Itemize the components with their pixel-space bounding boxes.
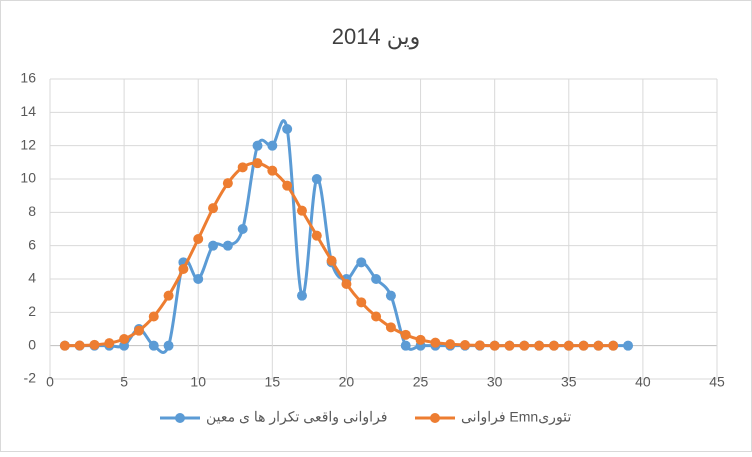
point [593, 340, 604, 351]
y-tick-label: -2 [24, 370, 37, 386]
legend-label: فراوانی Emnتئوری [461, 409, 571, 426]
point [208, 240, 219, 251]
point [623, 340, 634, 351]
point [178, 264, 189, 274]
y-tick-label: 0 [28, 336, 36, 352]
y-tick-label: 2 [28, 303, 36, 319]
x-tick-label: 45 [709, 374, 725, 390]
y-tick-label: 6 [28, 236, 36, 252]
y-tick-label: 10 [20, 170, 36, 186]
point [371, 311, 382, 322]
point [133, 325, 144, 336]
point [563, 340, 574, 351]
point [148, 340, 159, 351]
y-tick-label: 12 [20, 136, 36, 152]
point [326, 255, 337, 266]
x-tick-label: 30 [487, 374, 503, 390]
point [148, 311, 159, 322]
point [222, 178, 233, 189]
point [282, 124, 293, 134]
point [534, 340, 545, 351]
point [400, 340, 411, 351]
point [237, 224, 248, 234]
point [193, 274, 204, 284]
point [282, 180, 293, 191]
x-tick-label: 40 [635, 374, 651, 390]
y-tick-label: 4 [28, 270, 36, 286]
point [385, 290, 396, 301]
point [119, 334, 130, 344]
point [400, 329, 411, 340]
point [489, 340, 500, 351]
point [415, 334, 426, 345]
point [222, 240, 233, 251]
point [371, 274, 382, 284]
point [267, 140, 278, 151]
point [548, 340, 559, 351]
x-tick-label: 10 [190, 374, 206, 390]
point [341, 279, 352, 289]
point [445, 339, 456, 350]
point [267, 165, 278, 176]
point [163, 290, 174, 301]
point [578, 340, 589, 351]
y-tick-label: 8 [28, 203, 36, 219]
point [252, 140, 263, 151]
point [385, 322, 396, 333]
point [163, 340, 174, 351]
point [430, 337, 441, 348]
point [474, 340, 485, 351]
x-tick-label: 20 [339, 374, 355, 390]
point [356, 297, 367, 308]
point [311, 174, 322, 184]
legend-label: فراوانی واقعی تکرار ها ی معین [206, 409, 387, 426]
legend-marker [175, 413, 185, 423]
y-tick-label: 16 [20, 70, 36, 86]
point [356, 257, 367, 268]
point [104, 338, 115, 349]
point [296, 290, 307, 301]
point [74, 340, 85, 351]
x-tick-label: 15 [265, 374, 281, 390]
chart-title: وین 2014 [332, 24, 421, 50]
point [237, 162, 248, 173]
point [519, 340, 530, 351]
point [311, 230, 322, 241]
point [460, 340, 471, 350]
point [608, 340, 619, 351]
x-tick-label: 5 [120, 374, 128, 390]
point [59, 340, 70, 351]
point [252, 158, 263, 169]
point [296, 205, 307, 216]
point [208, 203, 219, 214]
y-tick-label: 14 [20, 103, 36, 119]
point [504, 340, 515, 351]
x-tick-label: 25 [413, 374, 429, 390]
point [193, 234, 204, 244]
x-tick-label: 0 [46, 374, 54, 390]
point [89, 339, 100, 350]
x-tick-label: 35 [561, 374, 577, 390]
legend-marker [430, 413, 440, 423]
